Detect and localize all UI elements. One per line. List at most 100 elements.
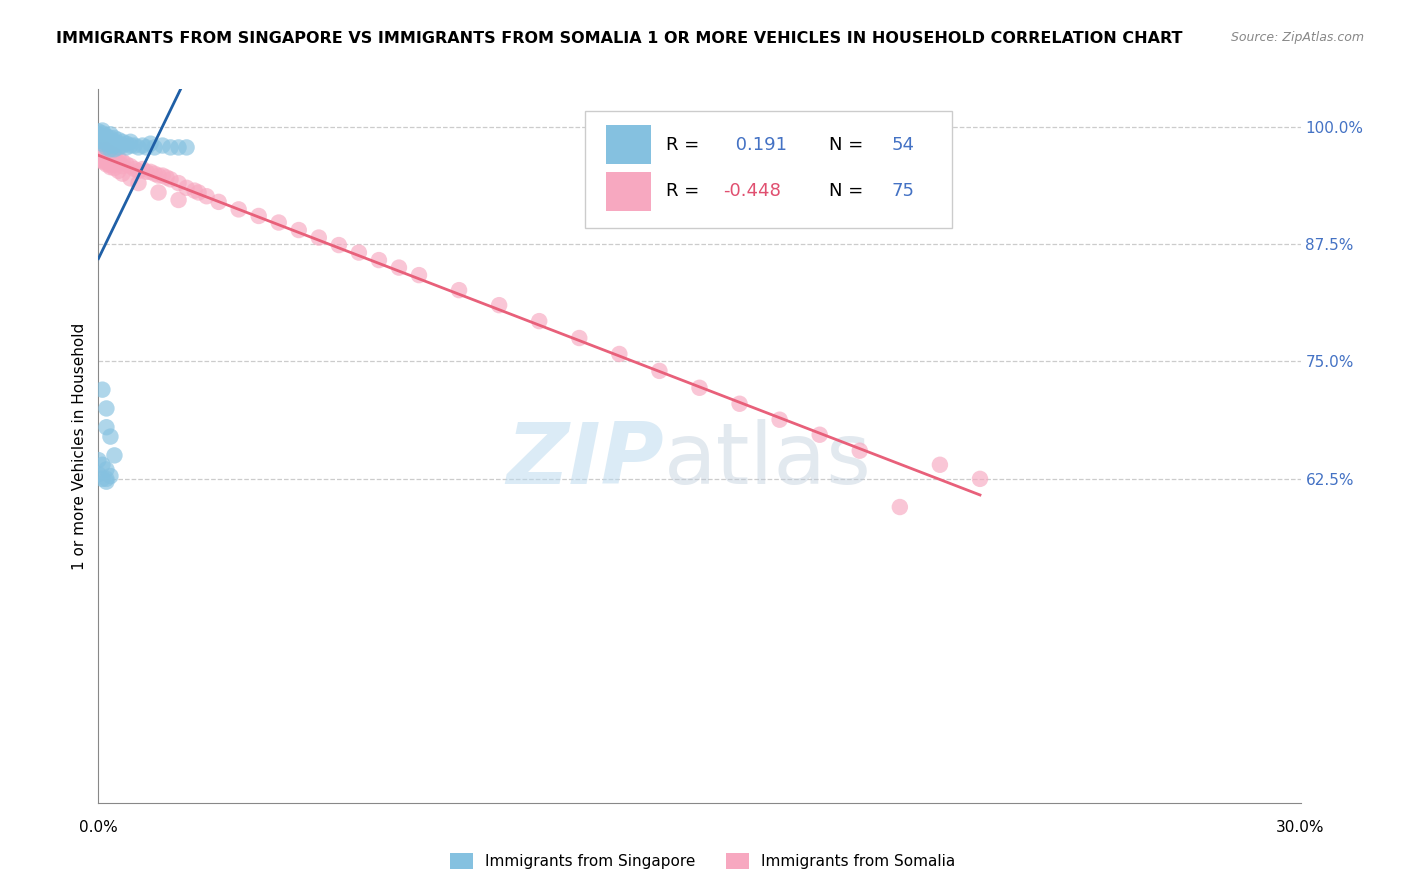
Text: -0.448: -0.448	[724, 182, 782, 200]
Point	[107, 136, 129, 151]
Text: atlas: atlas	[664, 418, 872, 502]
Point	[91, 472, 114, 486]
Point	[91, 123, 114, 137]
Point	[87, 143, 110, 157]
Point	[889, 500, 911, 514]
Point	[120, 171, 142, 186]
Point	[529, 314, 551, 328]
Point	[91, 153, 114, 167]
Point	[135, 165, 157, 179]
Text: 0.191: 0.191	[730, 136, 786, 153]
Point	[167, 176, 190, 190]
Point	[87, 467, 110, 482]
Point	[91, 458, 114, 472]
Point	[143, 167, 166, 181]
Point	[96, 472, 118, 486]
Point	[100, 146, 122, 161]
Point	[148, 169, 170, 183]
Point	[87, 124, 110, 138]
Point	[139, 165, 162, 179]
Point	[96, 420, 118, 434]
Point	[111, 159, 134, 173]
Point	[808, 427, 831, 442]
Point	[159, 172, 181, 186]
Point	[159, 140, 181, 154]
Point	[120, 135, 142, 149]
Point	[124, 161, 146, 176]
Point	[96, 148, 118, 162]
Point	[100, 469, 122, 483]
Point	[111, 154, 134, 169]
Point	[103, 135, 125, 149]
Point	[100, 429, 122, 443]
Point	[103, 153, 125, 167]
Point	[96, 136, 118, 151]
Point	[135, 140, 157, 154]
Point	[368, 253, 391, 268]
Point	[115, 136, 138, 151]
Point	[96, 462, 118, 476]
Point	[208, 194, 231, 209]
Point	[100, 128, 122, 142]
FancyBboxPatch shape	[606, 171, 651, 211]
Point	[124, 138, 146, 153]
Point	[100, 158, 122, 172]
Point	[96, 143, 118, 157]
Point	[103, 148, 125, 162]
Point	[107, 164, 129, 178]
Text: 0.0%: 0.0%	[79, 820, 118, 835]
Text: 75: 75	[891, 182, 915, 200]
Point	[969, 472, 991, 486]
Point	[107, 151, 129, 165]
Point	[87, 153, 110, 167]
Point	[120, 138, 142, 153]
Point	[100, 131, 122, 145]
Point	[87, 148, 110, 162]
Point	[91, 136, 114, 151]
Text: R =: R =	[666, 136, 704, 153]
Point	[131, 138, 153, 153]
Point	[96, 157, 118, 171]
Point	[120, 159, 142, 173]
Point	[128, 164, 150, 178]
Point	[689, 381, 711, 395]
Point	[107, 133, 129, 147]
Point	[100, 135, 122, 149]
Point	[648, 364, 671, 378]
Point	[115, 157, 138, 171]
Point	[87, 128, 110, 142]
Point	[167, 140, 190, 154]
Point	[87, 453, 110, 467]
Point	[308, 230, 330, 244]
Point	[152, 169, 174, 183]
Point	[148, 186, 170, 200]
Point	[195, 189, 218, 203]
Point	[728, 397, 751, 411]
Text: IMMIGRANTS FROM SINGAPORE VS IMMIGRANTS FROM SOMALIA 1 OR MORE VEHICLES IN HOUSE: IMMIGRANTS FROM SINGAPORE VS IMMIGRANTS …	[56, 31, 1182, 46]
Point	[103, 131, 125, 145]
Point	[91, 145, 114, 160]
Point	[100, 155, 122, 169]
Point	[139, 136, 162, 151]
Point	[91, 130, 114, 145]
Text: Source: ZipAtlas.com: Source: ZipAtlas.com	[1230, 31, 1364, 45]
Point	[183, 184, 205, 198]
Point	[488, 298, 510, 312]
FancyBboxPatch shape	[606, 125, 651, 164]
Point	[187, 186, 209, 200]
Point	[176, 140, 198, 154]
Point	[929, 458, 952, 472]
Legend: Immigrants from Singapore, Immigrants from Somalia: Immigrants from Singapore, Immigrants fr…	[444, 847, 962, 875]
Point	[111, 135, 134, 149]
Point	[849, 443, 872, 458]
Point	[247, 209, 270, 223]
Point	[328, 238, 350, 252]
FancyBboxPatch shape	[585, 111, 952, 228]
Point	[96, 155, 118, 169]
Point	[96, 133, 118, 147]
Point	[107, 140, 129, 154]
Point	[107, 155, 129, 169]
Point	[347, 245, 370, 260]
Point	[87, 134, 110, 148]
Point	[103, 142, 125, 156]
